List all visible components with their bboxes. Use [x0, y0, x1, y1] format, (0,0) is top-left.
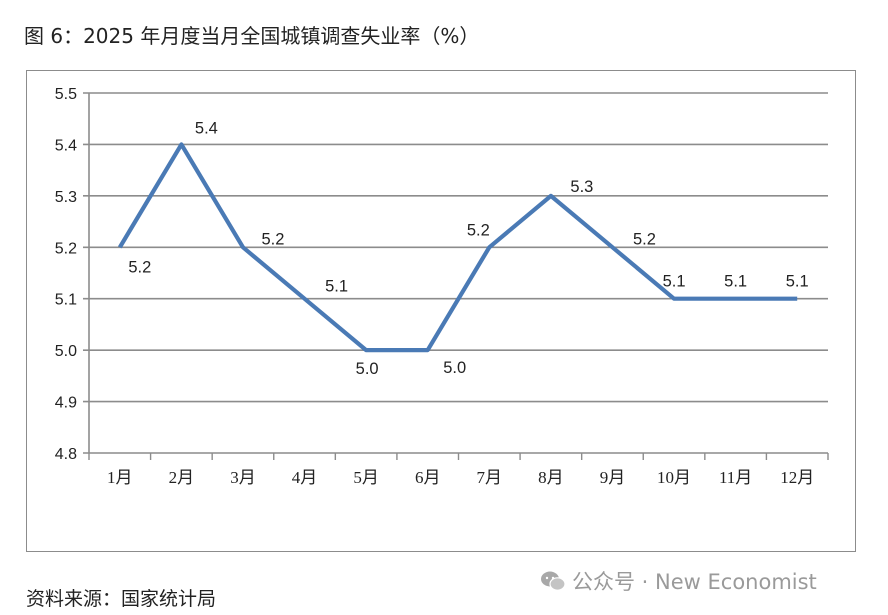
- x-tick-label: 3月: [230, 468, 256, 487]
- y-tick-label: 5.3: [55, 189, 77, 206]
- watermark: 公众号 · New Economist: [540, 566, 817, 596]
- data-label: 5.2: [128, 258, 151, 276]
- x-tick-label: 2月: [169, 468, 195, 487]
- x-tick-label: 7月: [477, 468, 503, 487]
- watermark-text: 公众号 · New Economist: [572, 570, 817, 594]
- axes: [88, 93, 829, 460]
- y-tick-label: 4.9: [55, 395, 77, 412]
- x-tick-label: 10月: [657, 468, 691, 487]
- y-tick-label: 5.4: [55, 137, 77, 154]
- data-label: 5.4: [195, 119, 218, 137]
- series-line-group: [117, 142, 798, 353]
- data-labels: 5.2 5.4 5.2 5.1 5.0 5.0 5.2 5.3 5.2 5.1 5.1 5.1: [128, 119, 808, 378]
- x-tick-label: 9月: [600, 468, 626, 487]
- y-tick-label: 5.2: [55, 240, 77, 257]
- chart-title: 图 6：2025 年月度当月全国城镇调查失业率（%）: [24, 24, 480, 48]
- data-label: 5.1: [325, 278, 348, 296]
- data-label: 5.0: [356, 360, 379, 378]
- data-label: 5.2: [467, 221, 490, 239]
- series-line: [117, 142, 798, 353]
- data-label: 5.1: [724, 273, 747, 291]
- data-label: 5.0: [443, 359, 466, 377]
- source-note: 资料来源：国家统计局: [26, 588, 217, 610]
- x-tick-label: 4月: [292, 468, 318, 487]
- data-label: 5.2: [261, 230, 284, 248]
- x-tick-label: 8月: [538, 468, 564, 487]
- x-tick-label: 5月: [353, 468, 379, 487]
- data-label: 5.1: [786, 273, 809, 291]
- y-tick-labels: 5.5 5.4 5.3 5.2 5.1 5.0 4.9 4.8: [55, 86, 77, 463]
- chart-frame: [26, 70, 856, 552]
- y-tick-label: 5.0: [55, 343, 77, 360]
- x-tick-label: 11月: [719, 468, 752, 487]
- data-label: 5.2: [633, 230, 656, 248]
- wechat-icon: [541, 571, 566, 591]
- y-tick-label: 5.1: [55, 292, 77, 309]
- data-label: 5.3: [570, 178, 593, 196]
- grid-lines: [83, 92, 828, 454]
- y-tick-label: 4.8: [55, 446, 77, 463]
- x-tick-labels: 1月 2月 3月 4月 5月 6月 7月 8月 9月 10月 11月 12月: [107, 468, 814, 487]
- x-tick-label: 1月: [107, 468, 133, 487]
- x-tick-label: 12月: [780, 468, 814, 487]
- x-tick-label: 6月: [415, 468, 441, 487]
- data-label: 5.1: [663, 273, 686, 291]
- y-tick-label: 5.5: [55, 86, 77, 103]
